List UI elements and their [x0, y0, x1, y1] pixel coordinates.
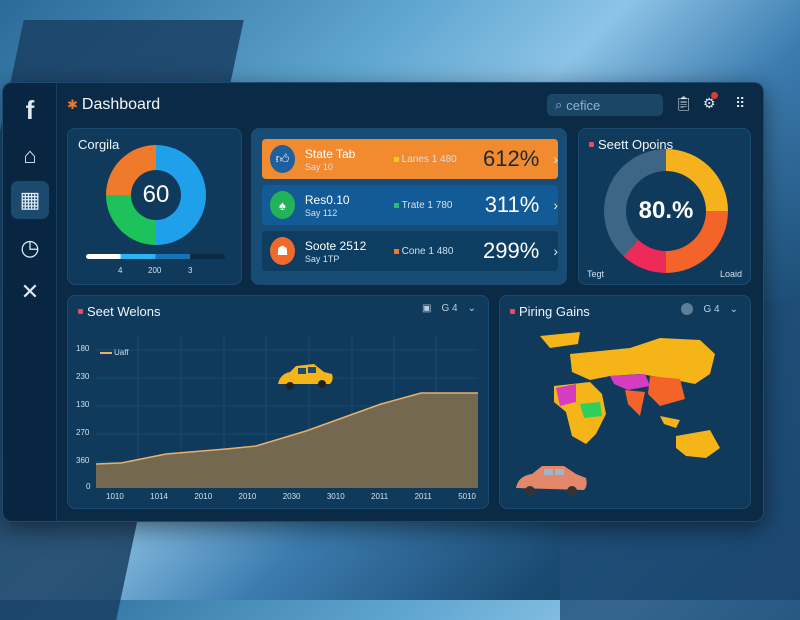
row-name: Soote 2512	[304, 238, 367, 253]
sidebar: f ⌂ ▦ ◷ ✕	[3, 83, 57, 521]
y-tick: 130	[76, 400, 90, 409]
dashboard-logo-icon: ✱	[67, 97, 78, 112]
bar-label: 200	[148, 266, 162, 275]
page-title: ✱ Dashboard	[67, 96, 160, 114]
search-icon: ⌕	[555, 97, 563, 112]
y-tick: 360	[76, 456, 90, 465]
car-illustration	[516, 466, 587, 496]
bar-label: 4	[118, 266, 123, 275]
row-name: State Tab	[304, 146, 356, 161]
top-bar: ✱ Dashboard ⌕ cefice 📋︎ ⚙ ⠿	[63, 92, 753, 119]
list-row[interactable]: 👍︎ State Tab Say 10 Lanes 1 480 612% ›	[262, 139, 558, 179]
chevron-down-icon[interactable]: ⌄	[467, 303, 476, 314]
list-row[interactable]: ☗ Soote 2512 Say 1TP Cone 1 480 299% ›	[262, 231, 558, 271]
dashboard-window: f ⌂ ▦ ◷ ✕ ✱ Dashboard ⌕ cefice 📋︎ ⚙ ⠿ Co…	[2, 82, 764, 522]
row-name: Res0.10	[304, 192, 350, 207]
row-sub: Say 112	[304, 207, 338, 218]
grid-icon[interactable]: ▦	[11, 181, 49, 219]
row-mid: Cone 1 480	[393, 246, 474, 257]
settings-gear-icon[interactable]: ⚙	[703, 92, 718, 112]
donut-center-value: 60	[131, 170, 181, 220]
card-title: Piring Gains	[510, 304, 590, 319]
map-controls: G 4 ⌄	[681, 303, 738, 315]
card-title: Seett Opoins	[589, 137, 673, 152]
world-map	[540, 332, 720, 458]
users-icon: ☗	[270, 237, 295, 265]
leaf-icon: ♠	[270, 191, 295, 219]
donut-chart: 60	[106, 145, 206, 245]
calendar-icon[interactable]: ▣	[422, 303, 432, 314]
chevron-right-icon[interactable]: ›	[553, 243, 558, 259]
y-tick: 0	[86, 482, 91, 491]
card-title: Seet Welons	[78, 304, 160, 319]
thumbs-up-icon: 👍︎	[270, 145, 295, 173]
range-select[interactable]: G 4	[441, 303, 458, 314]
chart-controls: ▣ G 4 ⌄	[422, 303, 476, 314]
facebook-logo-icon[interactable]: f	[25, 94, 35, 125]
donut-card: Corgila 60 4 200 3	[67, 128, 242, 285]
chevron-right-icon[interactable]: ›	[553, 151, 558, 167]
home-icon[interactable]: ⌂	[23, 143, 37, 168]
y-tick: 230	[76, 372, 90, 381]
search-input[interactable]: ⌕ cefice	[547, 94, 663, 116]
bar-label: 3	[188, 266, 193, 275]
clipboard-icon[interactable]: 📋︎	[675, 95, 693, 111]
row-sub: Say 1TP	[304, 253, 340, 264]
page-title-text: Dashboard	[81, 96, 161, 113]
range-select[interactable]: G 4	[703, 303, 720, 315]
y-tick: 180	[76, 344, 90, 353]
gauge-chart: 80.%	[604, 149, 728, 273]
chevron-down-icon[interactable]: ⌄	[729, 303, 738, 315]
search-value: cefice	[566, 97, 601, 113]
gauge-card: Seett Opoins 80.% Tegt Loaid	[578, 128, 751, 285]
x-axis: 1010 1014 2010 2010 2030 3010 2011 2011 …	[106, 492, 476, 501]
row-mid: Trate 1 780	[393, 200, 474, 211]
gauge-right-label: Loaid	[719, 269, 742, 279]
map-card: Piring Gains G 4 ⌄	[499, 295, 751, 509]
row-value: 299%	[483, 238, 540, 263]
more-grid-icon[interactable]: ⠿	[735, 95, 746, 111]
y-tick: 270	[76, 428, 90, 437]
row-mid: Lanes 1 480	[393, 154, 474, 165]
clock-icon[interactable]: ◷	[20, 235, 40, 260]
chevron-right-icon[interactable]: ›	[553, 197, 558, 213]
row-sub: Say 10	[304, 161, 333, 172]
list-row[interactable]: ♠ Res0.10 Say 112 Trate 1 780 311% ›	[262, 185, 558, 225]
gauge-center-value: 80.%	[626, 171, 706, 251]
card-title: Corgila	[78, 137, 120, 152]
row-value: 311%	[484, 192, 540, 217]
area-chart	[96, 336, 478, 488]
tools-icon[interactable]: ✕	[20, 279, 40, 304]
notification-badge	[711, 92, 718, 99]
globe-icon[interactable]	[681, 303, 694, 315]
progress-bar	[86, 254, 225, 259]
chart-legend: Uaff	[100, 348, 129, 357]
gauge-left-label: Tegt	[587, 269, 605, 279]
area-chart-card: Seet Welons ▣ G 4 ⌄ 180 230 130 270 360 …	[67, 295, 489, 509]
stats-list-card: 👍︎ State Tab Say 10 Lanes 1 480 612% › ♠ …	[251, 128, 567, 285]
car-illustration	[278, 364, 333, 390]
row-value: 612%	[483, 146, 540, 171]
